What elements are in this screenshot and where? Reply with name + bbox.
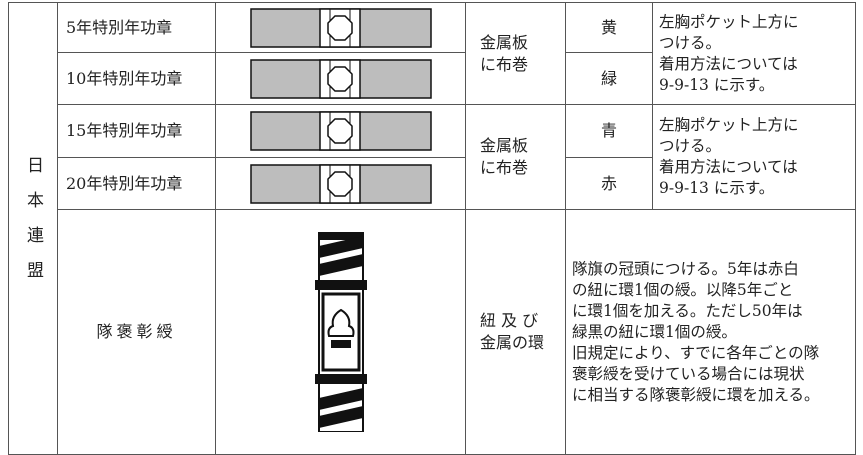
- badge-shape: [326, 65, 353, 92]
- badge-cell: [215, 157, 466, 210]
- badge-image: [249, 163, 432, 204]
- badge-shape: [326, 118, 353, 144]
- award-name: 20年特別年功章: [57, 157, 216, 210]
- badge-image: [249, 111, 432, 151]
- color: 赤: [565, 157, 653, 210]
- award-name: 隊褒彰綬: [57, 209, 216, 455]
- color: 青: [565, 104, 653, 158]
- ribbon-cell: [215, 209, 466, 455]
- award-table: 日本連盟 5年特別年功章 金属板 に布巻 黄 左胸ポケット上方に つける。 着用…: [8, 2, 856, 455]
- note: 左胸ポケット上方に つける。 着用方法については 9-9-13 に示す。: [652, 104, 856, 210]
- badge-image: [249, 7, 432, 48]
- material: 紐 及 び 金属の環: [465, 209, 566, 455]
- badge-cell: [215, 52, 466, 105]
- badge-cell: [215, 2, 466, 53]
- page: {"table": { "org": "日本連盟", "rows": [ {"n…: [8, 2, 856, 455]
- award-name: 10年特別年功章: [57, 52, 216, 105]
- badge-cell: [215, 104, 466, 158]
- badge-shape: [326, 170, 353, 197]
- material: 金属板 に布巻: [465, 2, 566, 105]
- note: 隊旗の冠頭につける。5年は赤白 の紐に環1個の綬。以降5年ごと に環1個を加える…: [565, 209, 856, 455]
- badge-shape: [326, 14, 353, 41]
- org-cell: 日本連盟: [8, 2, 58, 455]
- note: 左胸ポケット上方に つける。 着用方法については 9-9-13 に示す。: [652, 2, 856, 105]
- badge-image: [249, 58, 432, 99]
- award-name: 5年特別年功章: [57, 2, 216, 53]
- org-label: 日本連盟: [23, 155, 43, 296]
- material: 金属板 に布巻: [465, 104, 566, 210]
- color: 黄: [565, 2, 653, 53]
- award-name: 15年特別年功章: [57, 104, 216, 158]
- color: 緑: [565, 52, 653, 105]
- ribbon-image: [314, 232, 367, 432]
